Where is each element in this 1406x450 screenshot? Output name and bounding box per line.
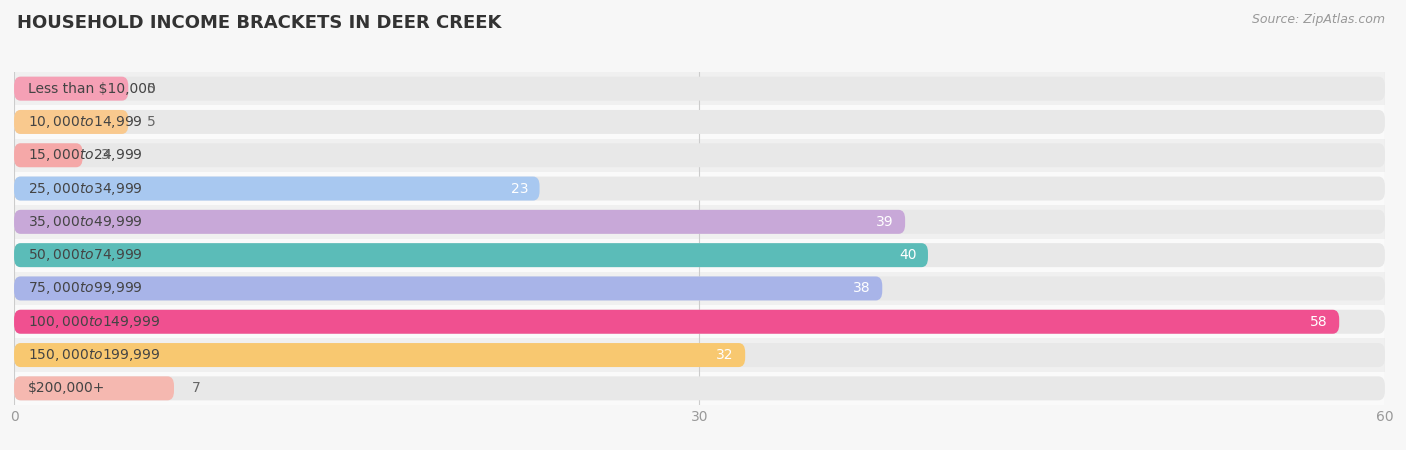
Text: $15,000 to $24,999: $15,000 to $24,999 [28,147,142,163]
FancyBboxPatch shape [14,376,174,400]
Text: $75,000 to $99,999: $75,000 to $99,999 [28,280,142,297]
Text: 58: 58 [1310,315,1327,329]
Bar [14,139,1385,172]
FancyBboxPatch shape [14,243,1385,267]
Text: HOUSEHOLD INCOME BRACKETS IN DEER CREEK: HOUSEHOLD INCOME BRACKETS IN DEER CREEK [17,14,502,32]
Text: 5: 5 [146,115,155,129]
FancyBboxPatch shape [14,210,905,234]
Text: $100,000 to $149,999: $100,000 to $149,999 [28,314,160,330]
Text: 32: 32 [716,348,734,362]
Text: Less than $10,000: Less than $10,000 [28,81,156,96]
Text: 5: 5 [146,81,155,96]
Bar [14,72,1385,105]
FancyBboxPatch shape [14,143,1385,167]
FancyBboxPatch shape [14,310,1340,334]
Bar [14,338,1385,372]
Text: 23: 23 [510,181,529,196]
Text: 3: 3 [101,148,110,162]
FancyBboxPatch shape [14,110,128,134]
FancyBboxPatch shape [14,210,1385,234]
Text: $25,000 to $34,999: $25,000 to $34,999 [28,180,142,197]
FancyBboxPatch shape [14,76,1385,101]
Bar [14,305,1385,338]
Text: $200,000+: $200,000+ [28,381,105,396]
Bar [14,172,1385,205]
FancyBboxPatch shape [14,243,928,267]
FancyBboxPatch shape [14,143,83,167]
FancyBboxPatch shape [14,76,128,101]
FancyBboxPatch shape [14,376,1385,400]
FancyBboxPatch shape [14,176,1385,201]
FancyBboxPatch shape [14,276,1385,301]
Text: 39: 39 [876,215,894,229]
Text: 7: 7 [193,381,201,396]
Text: $10,000 to $14,999: $10,000 to $14,999 [28,114,142,130]
Bar [14,205,1385,239]
Bar [14,272,1385,305]
Text: Source: ZipAtlas.com: Source: ZipAtlas.com [1251,14,1385,27]
FancyBboxPatch shape [14,310,1385,334]
Bar [14,372,1385,405]
Text: $35,000 to $49,999: $35,000 to $49,999 [28,214,142,230]
FancyBboxPatch shape [14,276,883,301]
Text: 38: 38 [853,281,870,296]
Bar [14,105,1385,139]
Text: 40: 40 [898,248,917,262]
Text: $50,000 to $74,999: $50,000 to $74,999 [28,247,142,263]
FancyBboxPatch shape [14,110,1385,134]
FancyBboxPatch shape [14,343,745,367]
FancyBboxPatch shape [14,176,540,201]
Text: $150,000 to $199,999: $150,000 to $199,999 [28,347,160,363]
FancyBboxPatch shape [14,343,1385,367]
Bar [14,238,1385,272]
